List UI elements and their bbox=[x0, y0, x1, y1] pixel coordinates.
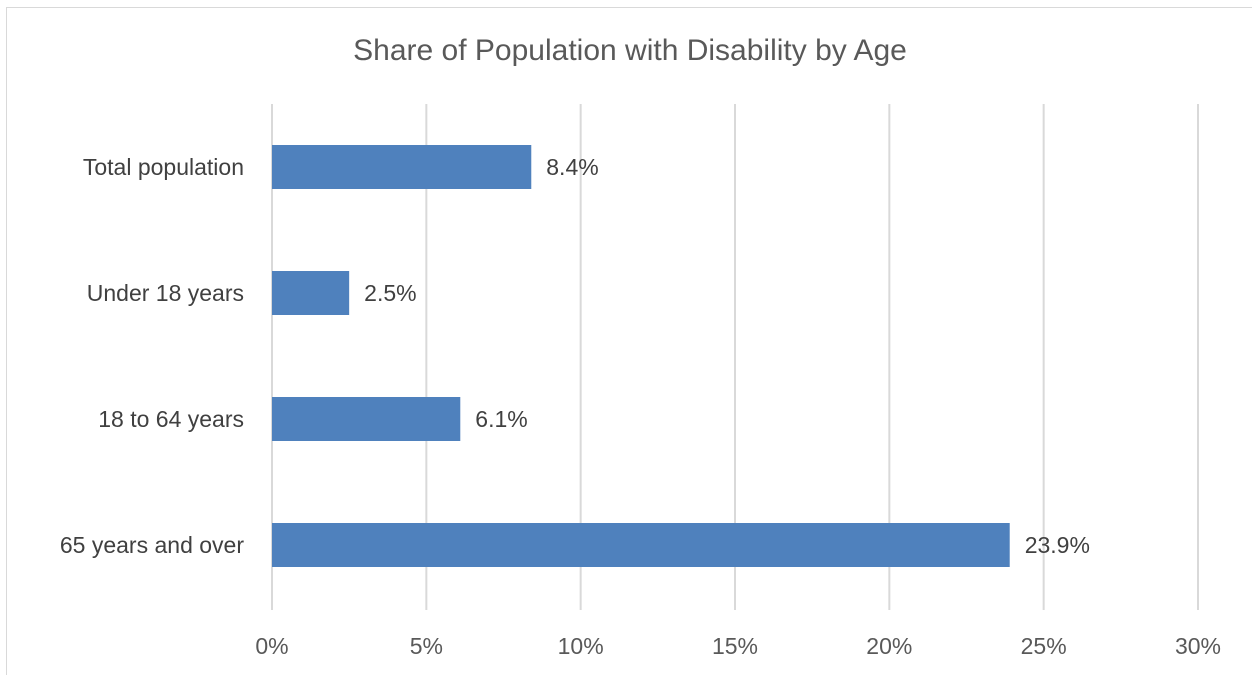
x-tick-label: 10% bbox=[558, 633, 604, 659]
chart-frame bbox=[6, 7, 1252, 675]
data-label: 2.5% bbox=[364, 280, 416, 306]
data-label: 8.4% bbox=[546, 154, 598, 180]
category-label: 18 to 64 years bbox=[98, 406, 244, 432]
category-labels: Total population Under 18 years 18 to 64 y… bbox=[60, 154, 244, 558]
chart-title: Share of Population with Disability by A… bbox=[353, 34, 907, 67]
bar bbox=[272, 523, 1010, 567]
x-tick-label: 15% bbox=[712, 633, 758, 659]
bar bbox=[272, 271, 350, 315]
x-tick-label: 5% bbox=[410, 633, 443, 659]
data-labels: 8.4% 2.5% 6.1% 23.9% bbox=[364, 154, 1090, 558]
x-axis-tick-labels: 0% 5% 10% 15% 20% 25% 30% bbox=[255, 633, 1221, 659]
x-tick-label: 30% bbox=[1175, 633, 1221, 659]
bar bbox=[272, 145, 532, 189]
x-tick-label: 20% bbox=[866, 633, 912, 659]
bars bbox=[272, 145, 1010, 567]
x-tick-label: 0% bbox=[255, 633, 288, 659]
data-label: 23.9% bbox=[1025, 532, 1090, 558]
category-label: Under 18 years bbox=[87, 280, 244, 306]
category-label: 65 years and over bbox=[60, 532, 244, 558]
data-label: 6.1% bbox=[475, 406, 527, 432]
bar bbox=[272, 397, 461, 441]
category-label: Total population bbox=[83, 154, 244, 180]
x-tick-label: 25% bbox=[1021, 633, 1067, 659]
